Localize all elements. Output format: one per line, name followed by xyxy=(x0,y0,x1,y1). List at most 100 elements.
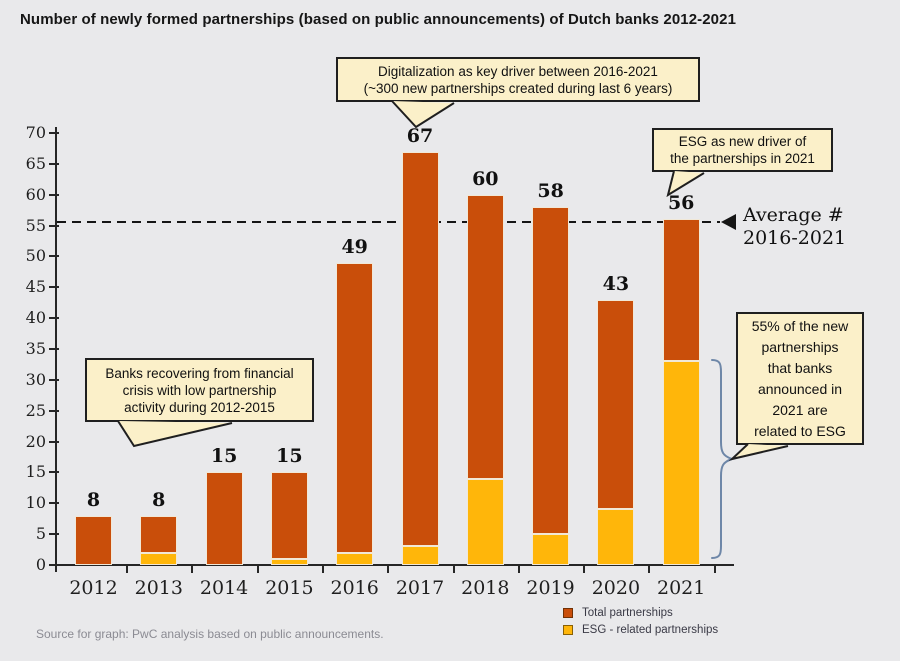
bar-total-segment xyxy=(532,207,570,535)
bar-esg-segment xyxy=(532,534,570,565)
average-dashed-line xyxy=(57,221,720,224)
bar-esg-segment xyxy=(662,361,700,565)
y-axis-tick-label: 10 xyxy=(25,493,46,513)
bar-total-segment xyxy=(662,219,700,362)
bar-esg-segment xyxy=(401,546,439,565)
callout-recovery: Banks recovering from financial crisis w… xyxy=(85,358,314,422)
bar-esg-segment xyxy=(597,509,635,565)
y-axis-tick-label: 35 xyxy=(25,339,46,358)
y-axis-tick-label: 60 xyxy=(25,184,46,204)
bar-esg-segment xyxy=(140,552,178,565)
bar-value-label: 8 xyxy=(86,488,101,511)
y-axis-tick xyxy=(49,348,59,350)
average-arrow-icon xyxy=(721,214,736,231)
x-axis-tick xyxy=(191,566,194,573)
x-axis-category-label: 2014 xyxy=(199,577,249,599)
y-axis-tick xyxy=(49,317,59,320)
x-axis-tick xyxy=(452,566,455,573)
y-axis-tick xyxy=(49,378,59,381)
x-axis-tick xyxy=(321,566,324,573)
x-axis-tick xyxy=(256,566,259,573)
x-axis-tick xyxy=(126,566,128,573)
legend-item-total: Total partnerships xyxy=(563,604,718,621)
y-axis-tick-label: 20 xyxy=(25,431,46,451)
bar-value-label: 43 xyxy=(602,272,630,295)
bar-value-label: 15 xyxy=(276,445,303,468)
bar-value-label: 56 xyxy=(667,192,695,215)
bar-esg-segment xyxy=(466,478,504,565)
y-axis-tick-label: 5 xyxy=(35,524,46,544)
x-axis-tick xyxy=(583,566,586,573)
callout-digitalization: Digitalization as key driver between 201… xyxy=(336,57,700,102)
legend-label-total: Total partnerships xyxy=(582,606,673,619)
average-line-label: Average # 2016-2021 xyxy=(743,204,847,249)
x-axis-line xyxy=(55,564,734,566)
y-axis-tick xyxy=(49,193,59,196)
x-axis-category-label: 2018 xyxy=(461,577,510,599)
y-axis-tick xyxy=(49,255,59,258)
chart-title: Number of newly formed partnerships (bas… xyxy=(20,11,737,28)
callout-esg-driver: ESG as new driver of the partnerships in… xyxy=(652,128,833,172)
x-axis-category-label: 2016 xyxy=(330,577,379,599)
y-axis-tick xyxy=(49,440,59,443)
legend-label-esg: ESG - related partnerships xyxy=(582,623,719,636)
y-axis-tick-label: 70 xyxy=(25,123,46,142)
source-note: Source for graph: PwC analysis based on … xyxy=(36,627,384,641)
y-axis-tick-label: 50 xyxy=(25,246,46,266)
x-axis-category-label: 2013 xyxy=(134,577,183,599)
y-axis-tick xyxy=(49,162,59,165)
y-axis-tick-label: 25 xyxy=(25,400,46,420)
bar-value-label: 49 xyxy=(341,235,368,258)
y-axis-tick xyxy=(49,471,59,474)
bar-esg-segment xyxy=(270,558,308,565)
bar-value-label: 58 xyxy=(537,180,564,203)
x-axis-category-label: 2019 xyxy=(526,577,575,599)
y-axis-tick-label: 40 xyxy=(25,308,46,328)
bar-value-label: 15 xyxy=(210,445,238,468)
y-axis-tick xyxy=(49,286,59,289)
y-axis-tick xyxy=(49,132,59,134)
bar-value-label: 8 xyxy=(152,488,166,511)
bar-total-segment xyxy=(466,194,504,479)
y-axis-tick-label: 0 xyxy=(35,555,46,574)
legend-swatch-esg xyxy=(563,624,573,635)
x-axis-tick xyxy=(517,566,520,573)
bar-total-segment xyxy=(597,299,635,510)
x-axis-tick xyxy=(648,566,651,573)
x-axis-category-label: 2012 xyxy=(69,577,118,599)
bar-total-segment xyxy=(401,151,439,547)
legend: Total partnerships ESG - related partner… xyxy=(563,604,718,638)
callout-pointer-recovery xyxy=(117,420,233,448)
callout-pointer-esg-driver xyxy=(666,170,705,198)
y-axis-tick xyxy=(49,502,59,505)
legend-item-esg: ESG - related partnerships xyxy=(563,621,718,638)
y-axis-tick-label: 55 xyxy=(25,215,46,235)
bar-esg-segment xyxy=(336,552,374,565)
bar-total-segment xyxy=(336,262,374,553)
callout-pointer-esg-share xyxy=(728,443,789,461)
callout-pointer-digitalization xyxy=(391,100,455,129)
y-axis-tick xyxy=(49,564,59,566)
x-axis-category-label: 2015 xyxy=(265,577,314,599)
x-axis-category-label: 2017 xyxy=(395,577,445,599)
x-axis-category-label: 2020 xyxy=(591,577,641,599)
y-axis-tick xyxy=(49,533,59,536)
x-axis-category-label: 2021 xyxy=(657,577,706,599)
bar-total-segment xyxy=(75,515,112,565)
x-axis-tick xyxy=(713,566,716,573)
bar-total-segment xyxy=(270,472,308,559)
x-axis-tick xyxy=(387,566,390,573)
bar-value-label: 67 xyxy=(406,124,434,147)
y-axis-tick-label: 65 xyxy=(25,153,46,173)
y-axis-tick-label: 45 xyxy=(25,277,46,297)
y-axis-tick xyxy=(49,409,59,412)
callout-esg-share: 55% of the new partnerships that banks a… xyxy=(736,312,864,445)
y-axis-tick xyxy=(49,224,59,227)
y-axis-tick-label: 15 xyxy=(25,462,46,482)
bar-total-segment xyxy=(140,515,178,553)
bar-total-segment xyxy=(205,472,243,565)
legend-swatch-total xyxy=(563,607,573,618)
bar-value-label: 60 xyxy=(472,167,499,190)
y-axis-tick-label: 30 xyxy=(25,369,46,389)
